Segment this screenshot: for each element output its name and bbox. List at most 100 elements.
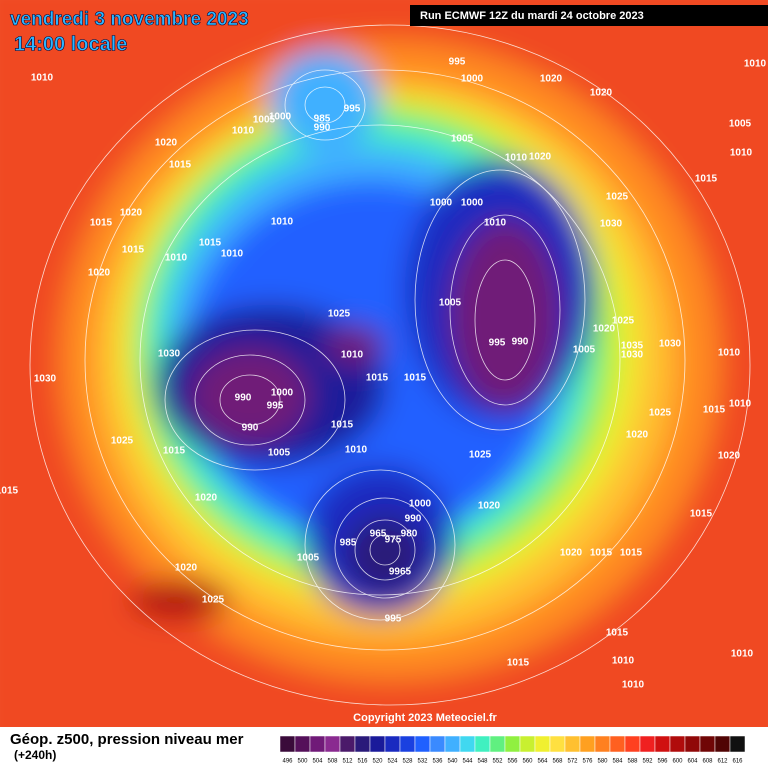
isobar-label: 1005 bbox=[729, 119, 752, 130]
isobar-label: 1015 bbox=[703, 405, 726, 416]
isobar-label: 980 bbox=[401, 529, 418, 540]
scale-swatch bbox=[624, 735, 641, 753]
scale-swatch bbox=[579, 735, 596, 753]
isobar-label: 1000 bbox=[269, 112, 292, 123]
isobar-label: 1015 bbox=[690, 509, 713, 520]
scale-label: 572 bbox=[567, 759, 578, 765]
isobar-label: 965 bbox=[370, 529, 387, 540]
isobar-label: 1015 bbox=[90, 218, 113, 229]
isobar-label: 1020 bbox=[155, 138, 178, 149]
scale-label: 576 bbox=[582, 759, 593, 765]
scale-swatch bbox=[324, 735, 341, 753]
isobar-label: 1030 bbox=[158, 349, 181, 360]
isobar-label: 1025 bbox=[202, 595, 225, 606]
isobar-label: 1030 bbox=[600, 219, 623, 230]
copyright: Copyright 2023 Meteociel.fr bbox=[353, 712, 497, 724]
isobar-label: 995 bbox=[489, 338, 506, 349]
isobar-label: 1020 bbox=[88, 268, 111, 279]
isobar-label: 1010 bbox=[341, 350, 364, 361]
isobar-label: 1015 bbox=[404, 373, 427, 384]
scale-swatch bbox=[369, 735, 386, 753]
scale-label: 596 bbox=[657, 759, 668, 765]
isobar-label: 1010 bbox=[612, 656, 635, 667]
isobar-label: 1015 bbox=[0, 486, 19, 497]
isobars bbox=[29, 24, 751, 706]
isobar-label: 995 bbox=[344, 104, 361, 115]
scale-label: 612 bbox=[717, 759, 728, 765]
isobar-label: 1010 bbox=[505, 153, 528, 164]
scale-label: 496 bbox=[282, 759, 293, 765]
scale-swatch bbox=[339, 735, 356, 753]
isobar-label: 1000 bbox=[409, 499, 432, 510]
scale-swatch bbox=[684, 735, 701, 753]
scale-swatch bbox=[564, 735, 581, 753]
isobar-label: 1025 bbox=[111, 436, 134, 447]
scale-label: 608 bbox=[702, 759, 713, 765]
scale-swatch bbox=[294, 735, 311, 753]
scale-swatch bbox=[309, 735, 326, 753]
isobar-label: 1010 bbox=[718, 348, 741, 359]
isobar-label: 1020 bbox=[478, 501, 501, 512]
scale-label: 500 bbox=[297, 759, 308, 765]
isobar-label: 990 bbox=[405, 514, 422, 525]
isobar-label: 1015 bbox=[695, 174, 718, 185]
isobar-label: 1010 bbox=[232, 126, 255, 137]
isobar-label: 1020 bbox=[529, 152, 552, 163]
scale-swatch bbox=[534, 735, 551, 753]
isobar-label: 995 bbox=[449, 57, 466, 68]
scale-label: 604 bbox=[687, 759, 698, 765]
isobar-label: 995 bbox=[267, 401, 284, 412]
isobar-label: 1005 bbox=[439, 298, 462, 309]
isobar-label: 1000 bbox=[461, 74, 484, 85]
isobar-label: 1015 bbox=[507, 658, 530, 669]
scale-swatch bbox=[354, 735, 371, 753]
isobar-label: 1020 bbox=[590, 88, 613, 99]
scale-swatch bbox=[669, 735, 686, 753]
scale-label: 556 bbox=[507, 759, 518, 765]
isobar-label: 1005 bbox=[253, 115, 276, 126]
isobar-label: 1005 bbox=[573, 345, 596, 356]
isobar-label: 1020 bbox=[560, 548, 583, 559]
isobar-label: 1020 bbox=[195, 493, 218, 504]
isobar-label: 1020 bbox=[175, 563, 198, 574]
isobar-label: 1015 bbox=[199, 238, 222, 249]
isobar-label: 990 bbox=[235, 393, 252, 404]
isobar-label: 1010 bbox=[221, 249, 244, 260]
scale-swatch bbox=[594, 735, 611, 753]
scale-swatch bbox=[714, 735, 731, 753]
scale-label: 504 bbox=[312, 759, 323, 765]
scale-swatch bbox=[444, 735, 461, 753]
isobar-label: 1015 bbox=[169, 160, 192, 171]
isobar-label: 1010 bbox=[31, 73, 54, 84]
scale-label: 532 bbox=[417, 759, 428, 765]
isobar-label: 1010 bbox=[731, 649, 754, 660]
scale-label: 552 bbox=[492, 759, 503, 765]
isobar-label: 990 bbox=[314, 123, 331, 134]
scale-label: 592 bbox=[642, 759, 653, 765]
scale-swatch bbox=[474, 735, 491, 753]
isobar-label: 1000 bbox=[461, 198, 484, 209]
run-info: Run ECMWF 12Z du mardi 24 octobre 2023 bbox=[420, 10, 644, 22]
scale-swatch bbox=[729, 735, 746, 753]
isobar-label: 1000 bbox=[271, 388, 294, 399]
isobar-label: 1010 bbox=[730, 148, 753, 159]
isobar-label: 1025 bbox=[649, 408, 672, 419]
scale-label: 584 bbox=[612, 759, 623, 765]
isobar-label: 1015 bbox=[590, 548, 613, 559]
scale-label: 580 bbox=[597, 759, 608, 765]
isobar-label: 1010 bbox=[345, 445, 368, 456]
scale-label: 536 bbox=[432, 759, 443, 765]
run-box bbox=[410, 5, 768, 26]
legend-title: Géop. z500, pression niveau mer bbox=[10, 731, 244, 748]
scale-label: 512 bbox=[342, 759, 353, 765]
isobar-labels: 1010101010051000102010159859909959951000… bbox=[0, 57, 767, 691]
legend-lead: (+240h) bbox=[14, 748, 56, 762]
isobar-label: 1035 bbox=[621, 341, 644, 352]
scale-swatch bbox=[384, 735, 401, 753]
isobar-label: 1015 bbox=[366, 373, 389, 384]
isobar-label: 1005 bbox=[451, 134, 474, 145]
scale-label: 564 bbox=[537, 759, 548, 765]
isobar-label: 1010 bbox=[622, 680, 645, 691]
